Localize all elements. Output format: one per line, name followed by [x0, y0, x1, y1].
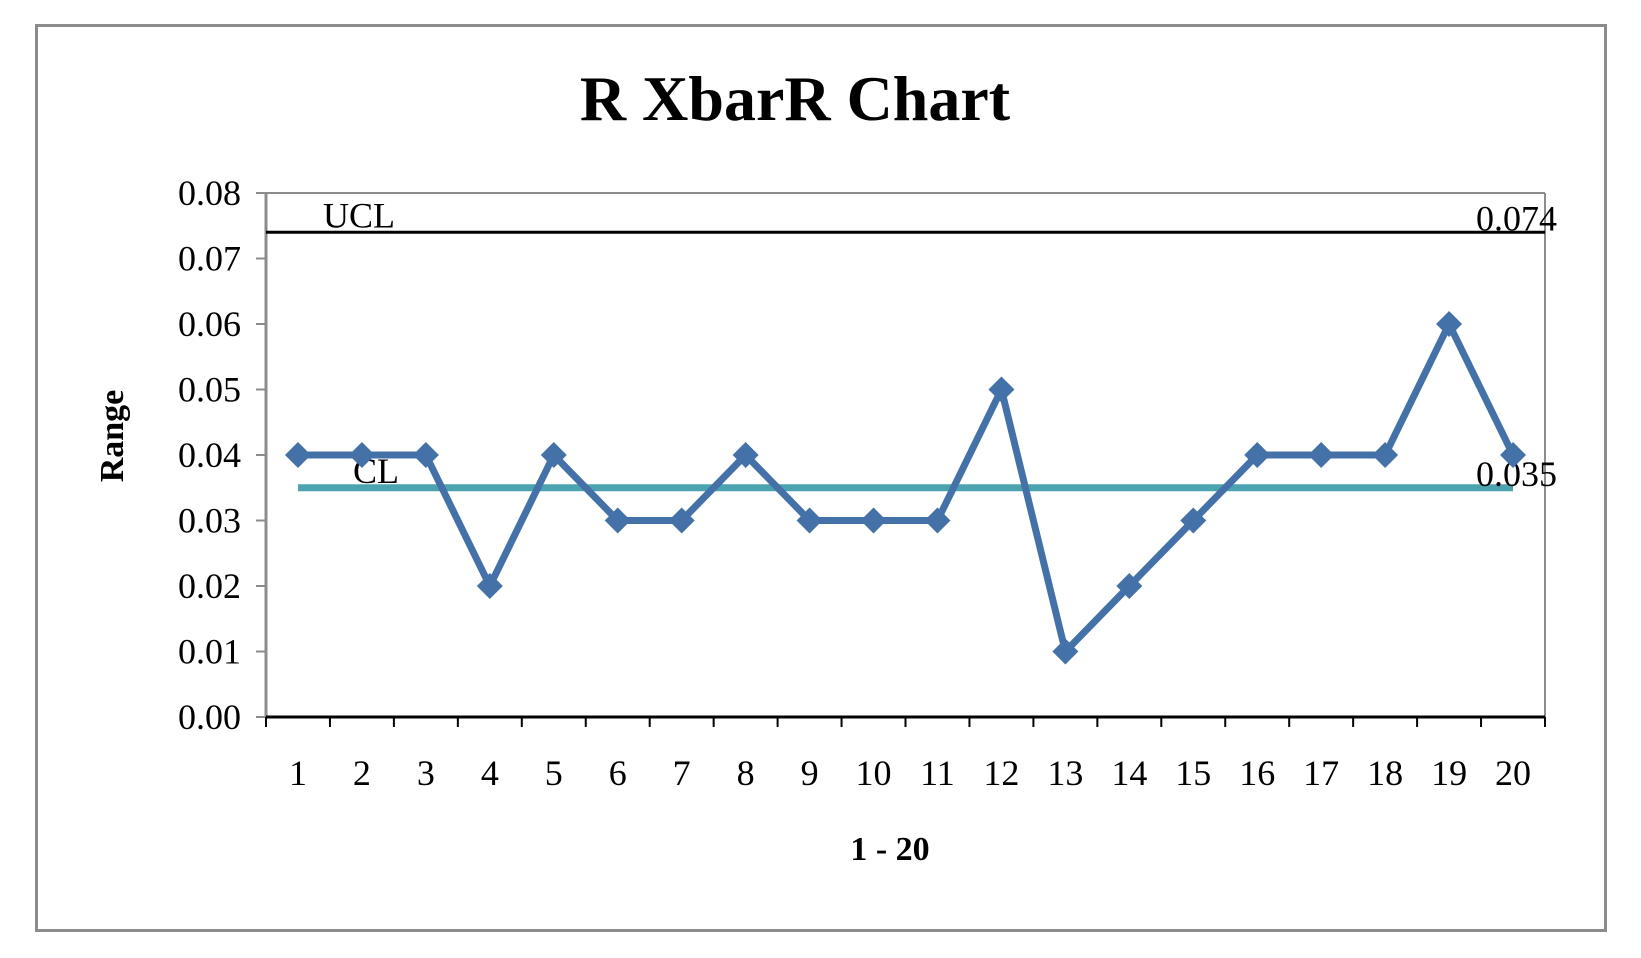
data-point-marker	[1244, 442, 1271, 468]
x-tick-label: 5	[545, 753, 563, 793]
data-point-marker	[1180, 507, 1207, 534]
x-tick-label: 8	[737, 753, 755, 793]
y-tick-label: 0.08	[178, 173, 241, 213]
data-point-marker	[1500, 442, 1527, 468]
x-tick-label: 1	[289, 753, 307, 793]
x-tick-label: 12	[983, 753, 1019, 793]
data-point-marker	[796, 507, 823, 534]
x-tick-label: 20	[1495, 753, 1531, 793]
x-axis-title: 1 - 20	[850, 831, 929, 868]
data-point-marker	[284, 442, 311, 468]
x-tick-label: 15	[1175, 753, 1211, 793]
y-tick-label: 0.02	[178, 566, 241, 606]
x-tick-label: 2	[353, 753, 371, 793]
x-tick-label: 6	[609, 753, 627, 793]
data-point-marker	[1116, 573, 1143, 599]
data-point-marker	[860, 507, 887, 534]
data-point-marker	[348, 442, 375, 468]
x-tick-label: 9	[801, 753, 819, 793]
control-line-label-ucl: UCL	[323, 195, 395, 235]
x-tick-label: 18	[1367, 753, 1403, 793]
data-point-marker	[668, 507, 695, 534]
y-tick-label: 0.05	[178, 370, 241, 410]
y-tick-label: 0.04	[178, 435, 241, 475]
x-tick-label: 4	[481, 753, 499, 793]
data-point-marker	[1052, 638, 1079, 665]
y-tick-label: 0.06	[178, 304, 241, 344]
data-point-marker	[1308, 442, 1335, 468]
data-point-marker	[540, 442, 567, 468]
x-tick-label: 13	[1047, 753, 1083, 793]
chart-title: R XbarR Chart	[580, 63, 1011, 134]
x-tick-label: 17	[1303, 753, 1339, 793]
x-tick-label: 3	[417, 753, 435, 793]
data-point-marker	[1372, 442, 1399, 468]
y-tick-label: 0.01	[178, 632, 241, 672]
data-point-marker	[1436, 311, 1463, 337]
y-tick-label: 0.03	[178, 501, 241, 541]
data-point-marker	[476, 573, 503, 599]
data-point-marker	[988, 376, 1015, 403]
y-tick-label: 0.07	[178, 239, 241, 279]
data-point-marker	[924, 507, 951, 534]
x-tick-label: 11	[920, 753, 955, 793]
x-tick-label: 7	[673, 753, 691, 793]
chart-frame	[35, 24, 1607, 932]
x-tick-label: 16	[1239, 753, 1275, 793]
x-tick-label: 10	[856, 753, 892, 793]
x-tick-label: 19	[1431, 753, 1467, 793]
data-point-marker	[604, 507, 631, 534]
plot-area: 0.000.010.020.030.040.050.060.070.081 2 3 4…	[178, 173, 1557, 793]
y-axis-title: Range	[94, 390, 131, 483]
data-point-marker	[732, 442, 759, 468]
control-line-value-ucl: 0.074	[1476, 198, 1557, 238]
y-tick-label: 0.00	[178, 697, 241, 737]
x-tick-label: 14	[1111, 753, 1147, 793]
data-point-marker	[412, 442, 439, 468]
